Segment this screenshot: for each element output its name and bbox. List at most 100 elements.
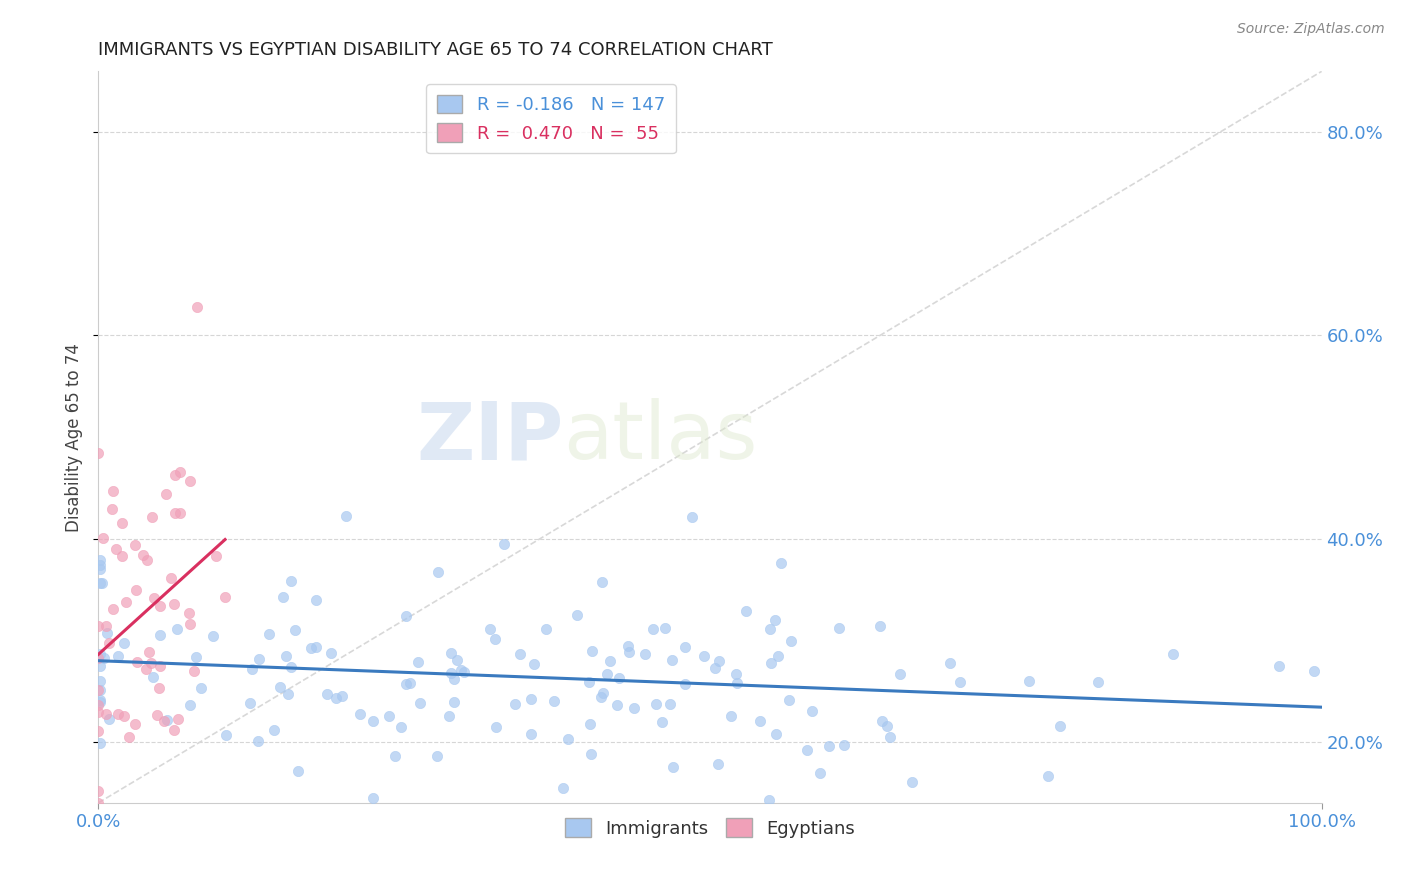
Point [271,590,294,604]
Point [166,622,188,636]
Point [778,693,800,707]
Point [1018,673,1040,688]
Point [707,756,730,771]
Legend: Immigrants, Egyptians: Immigrants, Egyptians [558,811,862,845]
Point [661,653,683,667]
Point [523,657,546,672]
Point [536,622,558,636]
Point [89,695,111,709]
Point [693,649,716,664]
Point [1161,647,1184,661]
Point [578,674,600,689]
Point [361,714,384,728]
Point [148,681,170,695]
Point [440,646,463,660]
Point [409,696,432,710]
Point [591,574,613,589]
Point [96,626,118,640]
Point [87,619,110,633]
Point [654,621,676,635]
Point [673,677,696,691]
Point [136,553,159,567]
Point [623,701,645,715]
Point [103,483,125,498]
Text: atlas: atlas [564,398,758,476]
Point [484,632,506,646]
Point [406,655,429,669]
Point [165,507,187,521]
Point [725,667,748,681]
Point [735,604,758,618]
Point [879,730,901,744]
Point [725,676,748,690]
Point [118,730,141,744]
Point [901,775,924,789]
Point [330,689,353,703]
Point [98,636,121,650]
Y-axis label: Disability Age 65 to 74: Disability Age 65 to 74 [65,343,83,532]
Point [247,652,270,666]
Point [876,719,898,733]
Point [673,640,696,655]
Point [284,623,307,637]
Point [305,640,328,655]
Text: IMMIGRANTS VS EGYPTIAN DISABILITY AGE 65 TO 74 CORRELATION CHART: IMMIGRANTS VS EGYPTIAN DISABILITY AGE 65… [98,41,773,59]
Point [299,640,322,655]
Point [1087,675,1109,690]
Point [246,734,269,748]
Point [240,662,263,676]
Point [443,672,465,686]
Point [132,548,155,562]
Point [201,629,224,643]
Point [509,647,531,661]
Point [709,653,731,667]
Point [239,696,262,710]
Point [384,749,406,764]
Text: ZIP: ZIP [416,398,564,476]
Point [617,640,640,654]
Point [450,663,472,677]
Point [800,704,823,718]
Point [165,467,187,482]
Point [889,667,911,681]
Point [662,760,685,774]
Point [503,697,526,711]
Point [87,651,110,665]
Point [446,653,468,667]
Point [780,633,803,648]
Point [87,796,110,810]
Point [89,693,111,707]
Point [335,508,357,523]
Point [263,723,285,738]
Point [149,659,172,673]
Point [112,636,135,650]
Point [163,597,186,611]
Point [325,690,347,705]
Point [89,575,111,590]
Point [361,791,384,805]
Point [305,593,328,607]
Point [183,665,205,679]
Point [89,558,111,572]
Point [274,648,297,663]
Point [169,507,191,521]
Point [107,649,129,664]
Point [426,748,449,763]
Point [257,626,280,640]
Point [186,300,208,314]
Point [163,723,186,737]
Point [87,724,110,739]
Point [617,645,640,659]
Point [214,590,236,604]
Point [94,706,117,721]
Point [169,465,191,479]
Point [763,613,786,627]
Point [758,792,780,806]
Point [184,650,207,665]
Point [87,784,110,798]
Point [179,616,201,631]
Point [748,714,770,728]
Point [215,728,238,742]
Point [703,661,725,675]
Point [1049,719,1071,733]
